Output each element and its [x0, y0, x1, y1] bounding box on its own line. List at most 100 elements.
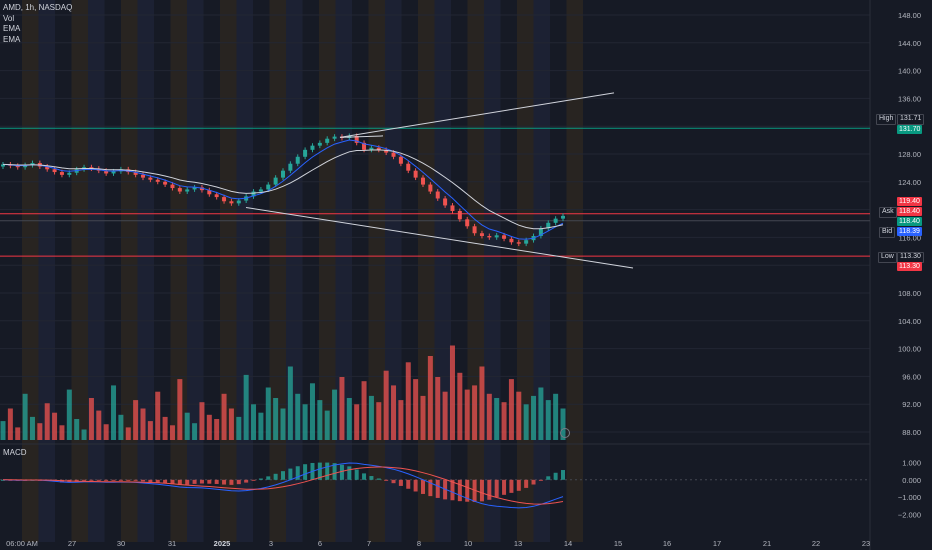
macd-histogram-bar — [229, 479, 234, 485]
session-band — [368, 0, 385, 542]
candle-body — [45, 166, 50, 170]
macd-histogram-bar — [398, 479, 403, 486]
legend-ema-2[interactable]: EMA — [3, 34, 21, 44]
candle-body — [332, 136, 337, 139]
legend-vol[interactable]: Vol — [3, 13, 15, 23]
macd-histogram-bar — [244, 479, 249, 483]
session-band — [137, 0, 154, 542]
volume-bar — [287, 366, 293, 440]
price-tick-label: 100.00 — [898, 345, 921, 354]
session-band — [121, 0, 138, 542]
volume-bar — [147, 421, 153, 440]
candle-body — [538, 228, 543, 237]
volume-bar — [383, 370, 389, 440]
high-close-tag: 131.70 — [897, 125, 923, 134]
candle-body — [89, 167, 94, 169]
macd-histogram-bar — [347, 466, 352, 480]
time-tick-label: 13 — [514, 539, 522, 548]
time-tick-label: 6 — [318, 539, 322, 548]
volume-bar — [553, 393, 559, 440]
candle-body — [369, 147, 374, 150]
symbol-title[interactable]: AMD, 1h, NASDAQ — [3, 3, 73, 12]
time-tick-label: 22 — [812, 539, 820, 548]
candle-body — [398, 156, 403, 164]
candle-body — [354, 135, 359, 143]
volume-bar — [427, 356, 433, 440]
volume-bar — [280, 408, 286, 440]
time-tick-label: 7 — [367, 539, 371, 548]
macd-histogram-bar — [148, 479, 153, 483]
candle-body — [421, 177, 425, 185]
macd-histogram-bar — [546, 476, 551, 480]
volume-bar — [457, 372, 463, 440]
macd-label[interactable]: MACD — [3, 448, 27, 457]
add-marker-icon — [560, 428, 570, 438]
macd-histogram-bar — [479, 479, 484, 502]
macd-histogram-bar — [170, 479, 175, 485]
candle-body — [524, 240, 529, 244]
price-tick-label: 148.00 — [898, 11, 921, 20]
volume-bar — [317, 400, 323, 440]
ema-lines — [2, 139, 564, 240]
macd-histogram-bar — [487, 479, 492, 500]
volume-bar — [74, 419, 80, 440]
candle-body — [177, 188, 182, 192]
candle-body — [251, 191, 256, 197]
macd-tick-label: 1.000 — [902, 458, 921, 467]
macd-tick-label: −2.000 — [898, 511, 921, 520]
macd-histogram-bar — [185, 479, 190, 485]
candle-body — [30, 163, 35, 166]
volume-bar — [339, 377, 345, 440]
volume-bar — [376, 402, 382, 440]
chart-legend: AMD, 1h, NASDAQ Vol EMA EMA — [3, 3, 72, 45]
candle-body — [457, 210, 462, 220]
macd-histogram-bar — [369, 476, 374, 480]
signal-line — [3, 466, 564, 505]
candle-body — [465, 219, 470, 227]
candle-body — [199, 187, 204, 191]
price-tick-label: 140.00 — [898, 67, 921, 76]
macd-histogram-bar — [273, 473, 278, 480]
macd-histogram-bar — [236, 479, 241, 485]
volume-bar — [538, 387, 544, 440]
macd-histogram-bar — [89, 479, 94, 481]
candle-body — [1, 164, 5, 167]
macd-histogram-bar — [524, 479, 529, 488]
volume-bar — [192, 423, 198, 440]
session-band — [484, 0, 501, 542]
price-tick-label: 92.00 — [902, 400, 921, 409]
volume-bar — [140, 408, 146, 440]
macd-histogram-bar — [258, 478, 263, 480]
volume-bar — [133, 400, 139, 440]
session-band — [467, 0, 484, 542]
macd-histogram-bar — [303, 464, 308, 480]
session-band — [286, 0, 303, 542]
macd-histogram-bar — [376, 478, 381, 480]
macd-histogram-bar — [509, 479, 514, 493]
candle-body — [406, 163, 411, 171]
macd-histogram-bar — [192, 479, 197, 484]
grid-lines — [0, 0, 871, 550]
macd-histogram-bar — [553, 472, 558, 480]
candle-body — [273, 177, 278, 185]
session-band — [434, 0, 451, 542]
session-band — [335, 0, 352, 542]
ask-value: 118.40 — [897, 207, 922, 216]
session-band — [22, 0, 39, 542]
macd-histogram-bar — [288, 468, 293, 480]
price-levels — [0, 127, 870, 257]
candle-body — [229, 201, 234, 204]
volume-bar — [251, 404, 257, 440]
macd-histogram-bar — [413, 479, 418, 492]
legend-ema-1[interactable]: EMA — [3, 24, 21, 33]
time-tick-label: 14 — [564, 539, 572, 548]
candle-body — [59, 172, 64, 175]
macd-tick-label: −1.000 — [898, 493, 921, 502]
candle-body — [450, 205, 455, 211]
macd-histogram-bar — [111, 479, 116, 481]
candle-body — [295, 156, 300, 164]
candle-body — [170, 184, 175, 189]
macd-histogram-bar — [141, 479, 145, 482]
macd-histogram-bar — [339, 464, 344, 480]
